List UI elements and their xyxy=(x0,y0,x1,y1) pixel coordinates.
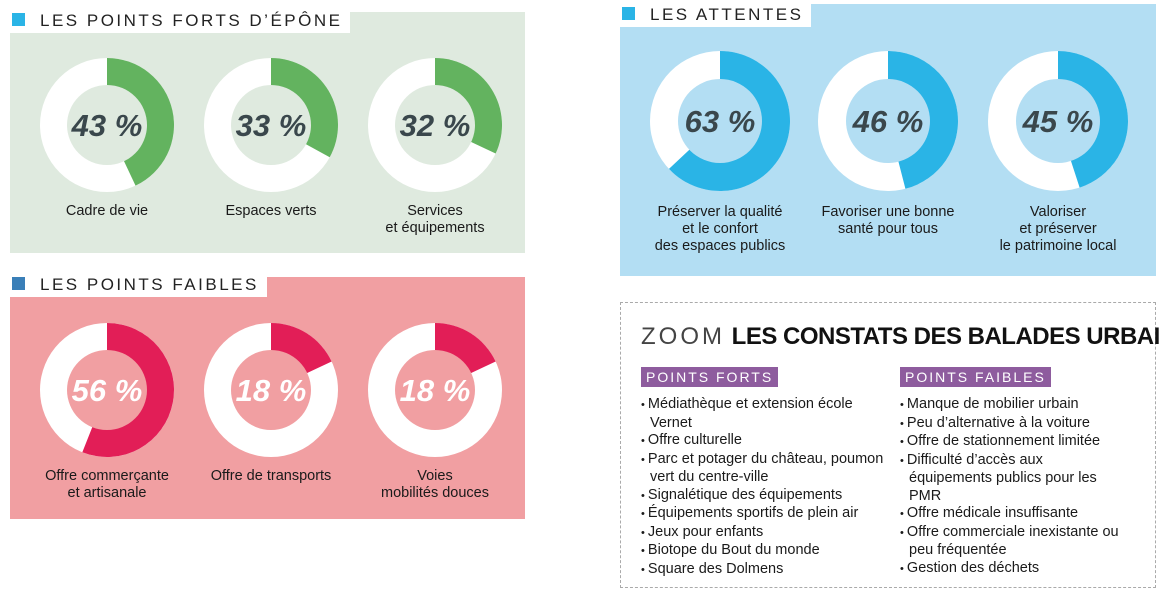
zoom-prefix: ZOOM xyxy=(641,323,725,350)
donut-label: Préserver la qualité et le confort des esp… xyxy=(635,204,805,255)
donut-hole xyxy=(678,79,762,163)
weaknesses-title: LES POINTS FAIBLES xyxy=(10,272,267,297)
donut-hole xyxy=(846,79,930,163)
donut-label-line: Valoriser xyxy=(1029,204,1087,220)
expectations-title: LES ATTENTES xyxy=(620,2,812,27)
donut-label: Favoriser une bonne santé pour tous xyxy=(803,204,973,238)
square-icon xyxy=(12,277,25,290)
donut-value: 18 % xyxy=(236,373,307,408)
weaknesses-title-text: LES POINTS FAIBLES xyxy=(40,275,259,294)
donut-label: Services et équipements xyxy=(350,203,520,237)
donut-label-line: Espaces verts xyxy=(225,203,317,219)
square-icon xyxy=(622,7,635,20)
list-item: Jeux pour enfants xyxy=(641,524,891,543)
donut-label-line: mobilités douces xyxy=(381,485,489,501)
donut-value: 18 % xyxy=(400,373,471,408)
donut-label-line: le patrimoine local xyxy=(999,238,1117,254)
list-item: Difficulté d’accès aux équipements publi… xyxy=(900,452,1125,506)
list-item: Équipements sportifs de plein air xyxy=(641,505,891,524)
donut-label: Valoriser et préserver le patrimoine local xyxy=(973,204,1143,255)
donut-value: 56 % xyxy=(72,373,143,408)
tag-points-faibles: POINTS FAIBLES xyxy=(900,367,1051,387)
list-item: Offre commerciale inexistante ou peu fré… xyxy=(900,524,1125,560)
donut-hole xyxy=(231,85,311,165)
list-item: Offre de stationnement limitée xyxy=(900,433,1125,452)
donut-label: Cadre de vie xyxy=(22,203,192,220)
zoom-title: ZOOM LES CONSTATS DES BALADES URBAINES xyxy=(641,323,1159,351)
donut-value: 33 % xyxy=(236,108,307,143)
donut-label-line: Services xyxy=(407,203,463,219)
donut-label-line: et le confort xyxy=(682,221,758,237)
list-item: Gestion des déchets xyxy=(900,560,1125,579)
zoom-box: ZOOM LES CONSTATS DES BALADES URBAINES P… xyxy=(620,302,1159,588)
donut-hole xyxy=(1016,79,1100,163)
square-icon xyxy=(12,13,25,26)
donut-label-line: Voies xyxy=(417,468,453,484)
weak-list: Manque de mobilier urbainPeu d’alternati… xyxy=(900,396,1125,578)
donut-label: Offre de transports xyxy=(186,468,356,485)
zoom-heading: LES CONSTATS DES BALADES URBAINES xyxy=(731,323,1159,350)
donut-value: 63 % xyxy=(685,104,756,139)
list-item: Offre médicale insuffisante xyxy=(900,505,1125,524)
donut-label-line: des espaces publics xyxy=(654,238,786,254)
list-item: Square des Dolmens xyxy=(641,561,891,580)
list-item: Signalétique des équipements xyxy=(641,487,891,506)
strong-list: Médiathèque et extension école VernetOff… xyxy=(641,396,891,579)
donut-label-line: et artisanale xyxy=(67,485,147,501)
donut-label: Espaces verts xyxy=(186,203,356,220)
donut-label-line: Préserver la qualité xyxy=(657,204,783,220)
expectations-title-text: LES ATTENTES xyxy=(650,5,804,24)
donut-hole xyxy=(395,350,475,430)
donut-label: Offre commerçante et artisanale xyxy=(22,468,192,502)
list-item: Manque de mobilier urbain xyxy=(900,396,1125,415)
list-item: Parc et potager du château, poumon vert … xyxy=(641,451,891,487)
donut-label-line: et équipements xyxy=(385,220,485,236)
donut-label-line: Offre de transports xyxy=(210,468,332,484)
donut-label-line: Cadre de vie xyxy=(65,203,149,219)
donut-hole xyxy=(67,350,147,430)
list-item: Médiathèque et extension école Vernet xyxy=(641,396,891,432)
donut-value: 46 % xyxy=(852,104,924,139)
donut-label-line: santé pour tous xyxy=(838,221,938,237)
donut-label: Voies mobilités douces xyxy=(350,468,520,502)
strengths-title-text: LES POINTS FORTS D’ÉPÔNE xyxy=(40,11,343,30)
donut-label-line: Favoriser une bonne xyxy=(821,204,955,220)
donut-label-line: Offre commerçante xyxy=(45,468,169,484)
list-item: Biotope du Bout du monde xyxy=(641,542,891,561)
tag-points-forts: POINTS FORTS xyxy=(641,367,779,387)
donut-value: 32 % xyxy=(400,108,471,143)
list-item: Peu d’alternative à la voiture xyxy=(900,415,1125,434)
donut-value: 45 % xyxy=(1022,104,1094,139)
donut-label-line: et préserver xyxy=(1019,221,1097,237)
donut-hole xyxy=(395,85,475,165)
donut-value: 43 % xyxy=(71,108,143,143)
donut-hole xyxy=(67,85,147,165)
list-item: Offre culturelle xyxy=(641,432,891,451)
strengths-title: LES POINTS FORTS D’ÉPÔNE xyxy=(10,8,351,33)
donut-hole xyxy=(231,350,311,430)
